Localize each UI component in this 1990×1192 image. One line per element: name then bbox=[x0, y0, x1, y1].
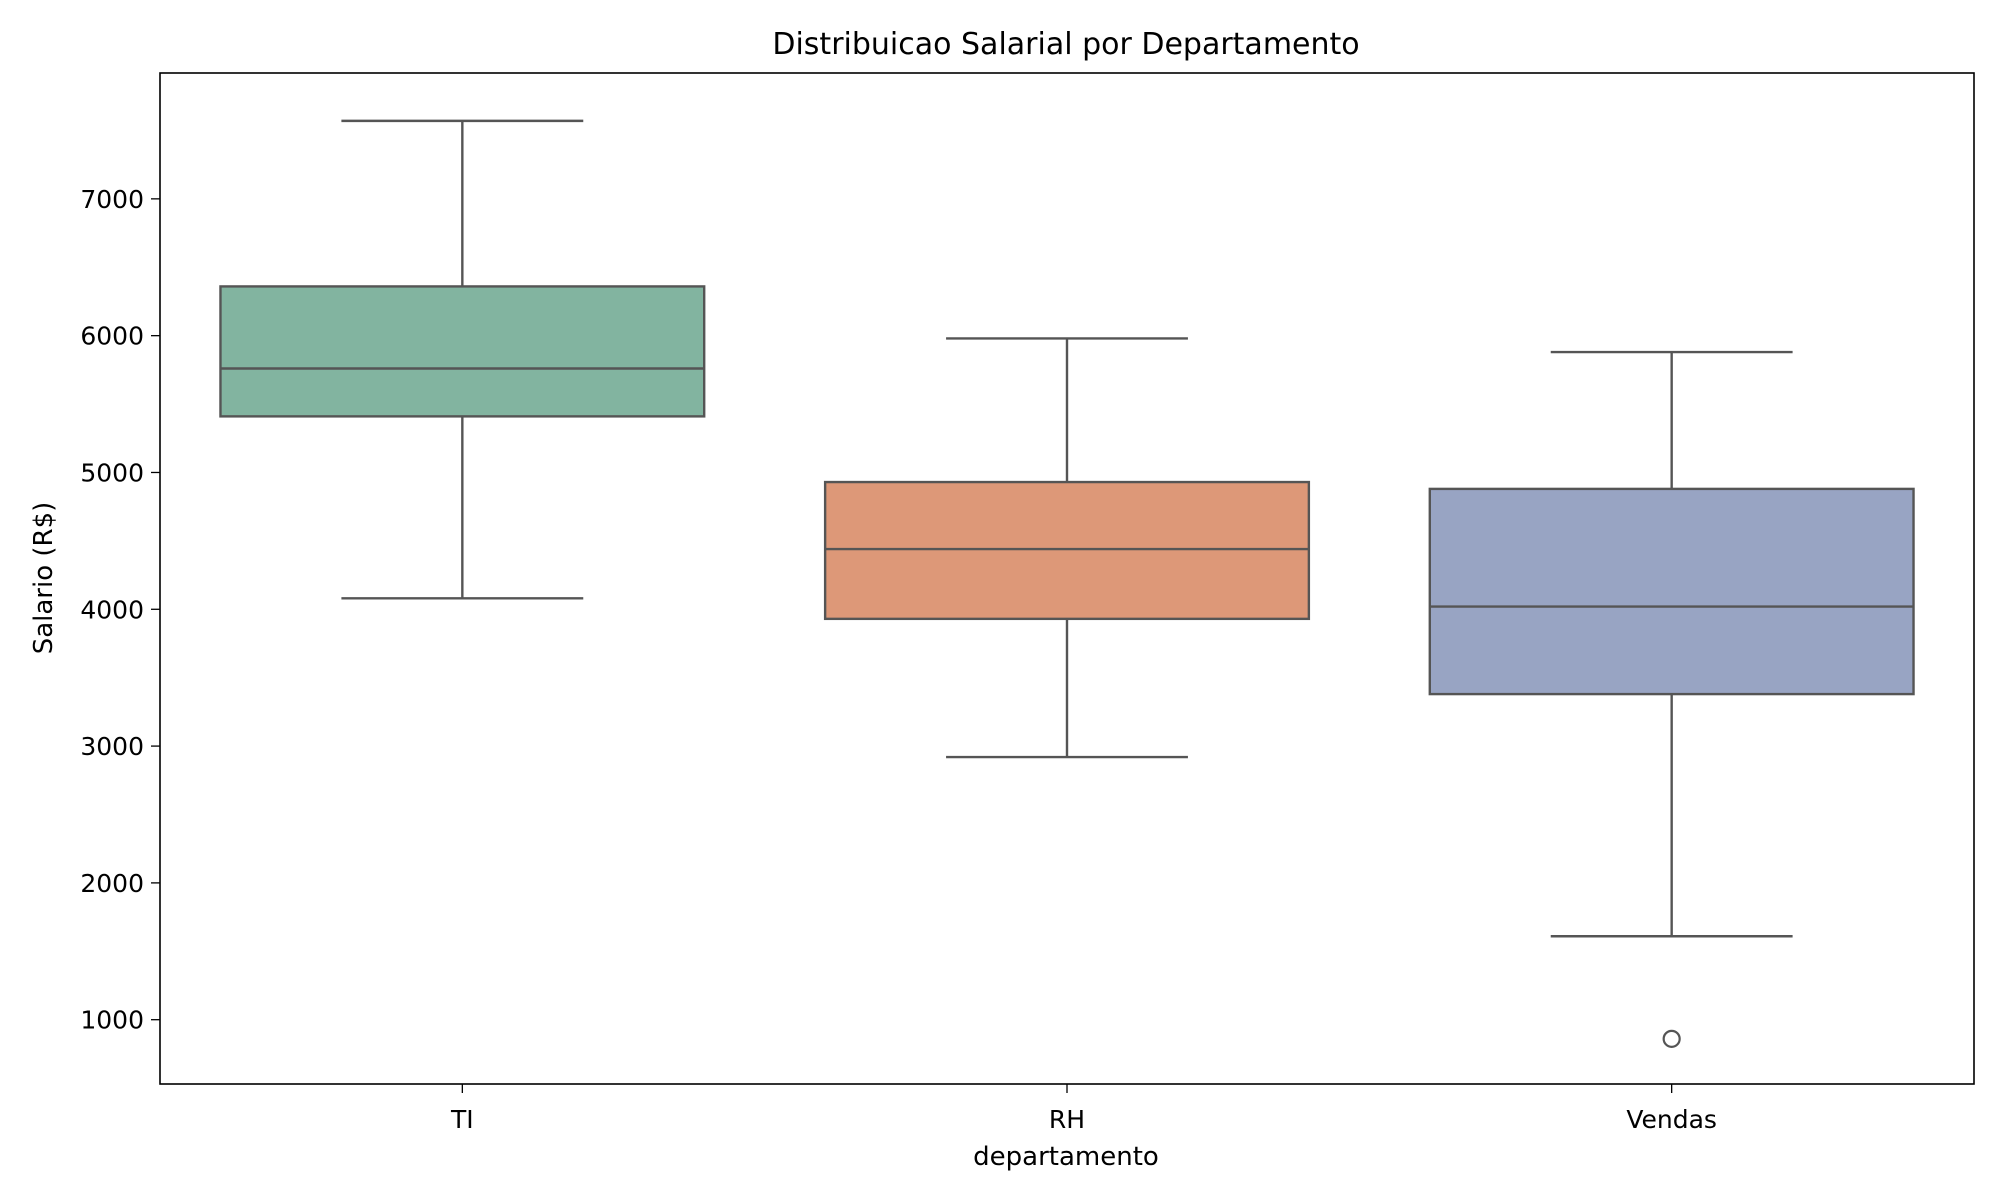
outlier-vendas bbox=[1662, 1029, 1681, 1048]
x-tick-label: TI bbox=[450, 1105, 474, 1134]
box-group-vendas bbox=[1428, 350, 1915, 1048]
y-tick-label: 5000 bbox=[80, 458, 144, 487]
box-vendas bbox=[1428, 487, 1915, 696]
box-group-rh bbox=[823, 337, 1311, 759]
y-tick-label: 3000 bbox=[80, 732, 144, 761]
y-axis: 1000 2000 3000 4000 5000 6000 7000 bbox=[80, 185, 160, 1035]
box-group-ti bbox=[219, 119, 706, 600]
chart-title: Distribuicao Salarial por Departamento bbox=[772, 27, 1359, 62]
y-tick-label: 4000 bbox=[80, 595, 144, 624]
y-tick-label: 1000 bbox=[80, 1006, 144, 1035]
box-rh bbox=[823, 480, 1311, 621]
x-axis-label: departamento bbox=[973, 1142, 1159, 1172]
box-ti bbox=[219, 285, 706, 418]
plot-area bbox=[219, 119, 1915, 1048]
y-tick-label: 6000 bbox=[80, 322, 144, 351]
y-axis-label: Salario (R$) bbox=[29, 502, 59, 655]
y-tick-label: 2000 bbox=[80, 869, 144, 898]
x-tick-label: RH bbox=[1049, 1105, 1085, 1134]
x-tick-label: Vendas bbox=[1626, 1105, 1717, 1134]
x-axis: TI RH Vendas bbox=[450, 1084, 1717, 1134]
y-tick-label: 7000 bbox=[80, 185, 144, 214]
